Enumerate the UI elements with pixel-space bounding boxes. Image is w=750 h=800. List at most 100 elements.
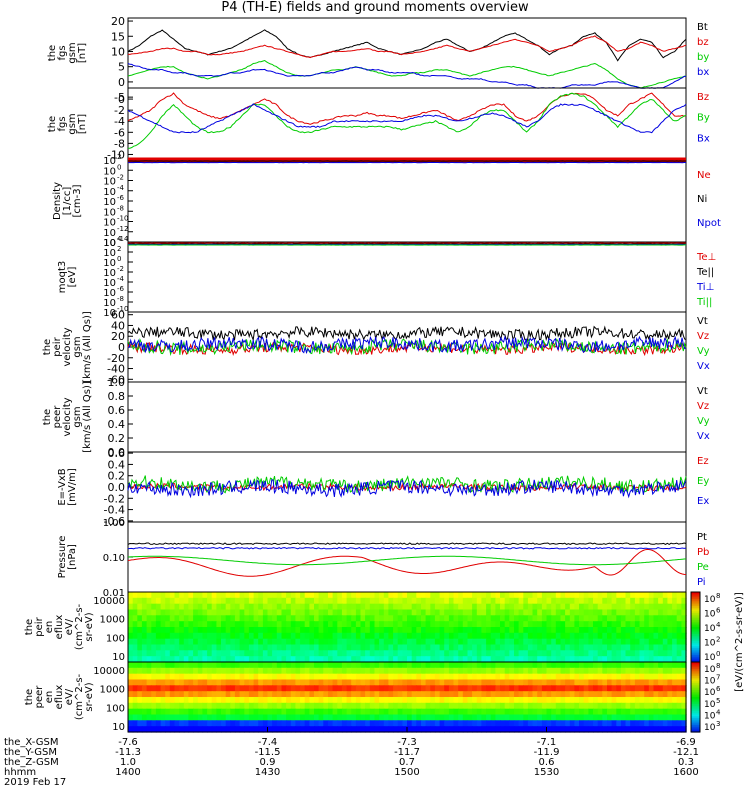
- series-line-bz: [127, 92, 687, 125]
- legend-vz: Vz: [697, 401, 709, 412]
- y-axis-label: Pressure: [57, 536, 68, 579]
- y-tick-exponent: -14: [117, 235, 129, 243]
- legend-vx: Vx: [697, 431, 710, 442]
- y-axis-label: [km/s (All Qs)]: [82, 381, 93, 453]
- y-tick-label: 10: [103, 228, 116, 239]
- colorbar-frame: [690, 661, 701, 733]
- colorbar-tick-label: 10: [704, 610, 716, 620]
- y-tick-label: 0.6: [108, 447, 126, 460]
- legend-by: by: [697, 52, 709, 63]
- legend-pe: Pe: [697, 562, 709, 573]
- y-tick-label: 15: [111, 30, 125, 43]
- legend-vx: Vx: [697, 361, 710, 372]
- series-line-vx: [127, 335, 687, 355]
- y-axis-label: E=-VxB: [57, 468, 68, 505]
- x-tick-label: 0.3: [678, 757, 694, 768]
- y-tick-label: 0.6: [108, 404, 126, 417]
- y-tick-exponent: -6: [117, 285, 125, 293]
- y-tick-label: -5: [114, 91, 125, 104]
- colorbar-tick-exponent: 8: [716, 662, 720, 670]
- y-tick-label: 10: [103, 187, 116, 198]
- legend-bt: Bt: [697, 22, 708, 33]
- x-tick-label: 1430: [255, 767, 280, 778]
- y-tick-label: 10: [112, 722, 125, 733]
- legend-vt: Vt: [697, 386, 708, 397]
- x-tick-label: -11.9: [534, 747, 560, 758]
- y-tick-label: -60: [107, 373, 125, 386]
- y-axis-label: en: [44, 621, 55, 634]
- x-axis-row-label: the_Y-GSM: [4, 747, 57, 758]
- legend-by: By: [697, 113, 710, 124]
- legend-ey: Ey: [697, 476, 709, 487]
- y-axis-label: sr-eV): [84, 682, 95, 711]
- y-tick-exponent: 2: [117, 153, 121, 161]
- x-axis: the_X-GSM -7.6 -7.4 -7.3 -7.1 -6.9 the_Y-GSM -1…: [4, 727, 699, 788]
- y-axis-label: eV/: [64, 618, 75, 635]
- y-tick-label: 10: [103, 308, 116, 319]
- y-axis-label: peer: [52, 405, 63, 429]
- y-tick-label: 0.2: [108, 470, 126, 483]
- y-axis-label: gsm: [72, 406, 83, 427]
- colorbar-tick-exponent: 0: [716, 650, 720, 658]
- x-axis-date: 2019 Feb 17: [4, 777, 66, 788]
- y-axis-label: sr-eV): [84, 612, 95, 641]
- y-tick-label: -0.2: [104, 492, 125, 505]
- colorbar-tick-exponent: 6: [716, 607, 721, 615]
- y-tick-label: -10: [107, 148, 125, 161]
- legend-ne: Ne: [697, 170, 711, 181]
- y-tick-label: -6: [114, 126, 125, 139]
- y-tick-label: 10: [103, 197, 116, 208]
- y-axis-label: the: [47, 116, 58, 132]
- y-axis-label: velocity: [62, 397, 73, 436]
- series-line-pi: [127, 547, 687, 550]
- y-axis-label: peir: [52, 336, 63, 356]
- colorbar-tick-label: 10: [704, 639, 716, 649]
- y-tick-exponent: -6: [117, 194, 125, 202]
- y-tick-label: 0.4: [108, 458, 126, 471]
- y-axis-label: velocity: [62, 327, 73, 366]
- colorbar-tick-exponent: 2: [716, 636, 720, 644]
- y-tick-label: 10: [103, 268, 116, 279]
- y-tick-exponent: -8: [117, 295, 124, 303]
- y-tick-label: 0: [118, 93, 125, 106]
- x-axis-row-label: the_Z-GSM: [4, 757, 59, 768]
- legend-vt: Vt: [697, 316, 708, 327]
- y-axis-label: the: [42, 339, 53, 355]
- series-line-bt: [127, 29, 687, 62]
- y-axis-label: fgs: [57, 45, 68, 60]
- legend-ez: Ez: [697, 456, 709, 467]
- x-axis-row-label: the_X-GSM: [4, 737, 58, 748]
- y-axis-label: peir: [34, 616, 45, 636]
- y-tick-label: 0.0: [108, 446, 126, 459]
- y-tick-label: 10000: [93, 666, 125, 677]
- y-tick-label: 10: [103, 156, 116, 167]
- x-tick-label: 0.7: [399, 757, 415, 768]
- legend-te⊥: Te⊥: [696, 252, 716, 263]
- x-tick-label: 1.0: [120, 757, 136, 768]
- y-tick-label: 40: [111, 319, 125, 332]
- x-tick-label: 1500: [394, 767, 419, 778]
- y-axis-label: eflux: [54, 615, 65, 640]
- y-tick-label: 1.0: [108, 376, 126, 389]
- y-tick-label: 10: [103, 278, 116, 289]
- y-tick-label: 0.10: [103, 553, 125, 564]
- y-tick-exponent: 0: [117, 163, 121, 171]
- y-tick-label: 10: [103, 248, 116, 259]
- colorbar-tick-exponent: 4: [716, 708, 721, 716]
- colorbar-tick-label: 10: [704, 665, 716, 675]
- y-tick-label: 5: [118, 61, 125, 74]
- y-tick-label: -40: [107, 363, 125, 376]
- y-tick-label: 0.01: [103, 588, 125, 599]
- y-tick-label: 10: [112, 652, 125, 663]
- panel-8: Pressure [nPa] 1.00 0.10 0.01 Pt Pb Pe Pi: [57, 518, 709, 599]
- y-axis-label: gsm: [67, 42, 78, 63]
- y-axis-label: [1/cc]: [62, 187, 73, 216]
- y-tick-label: 10: [103, 207, 116, 218]
- y-axis-label: the: [24, 689, 35, 705]
- panel-10: the peer en eflux eV/(cm^2-s-sr-eV)100001000…: [24, 592, 745, 733]
- legend-bz: Bz: [697, 92, 709, 103]
